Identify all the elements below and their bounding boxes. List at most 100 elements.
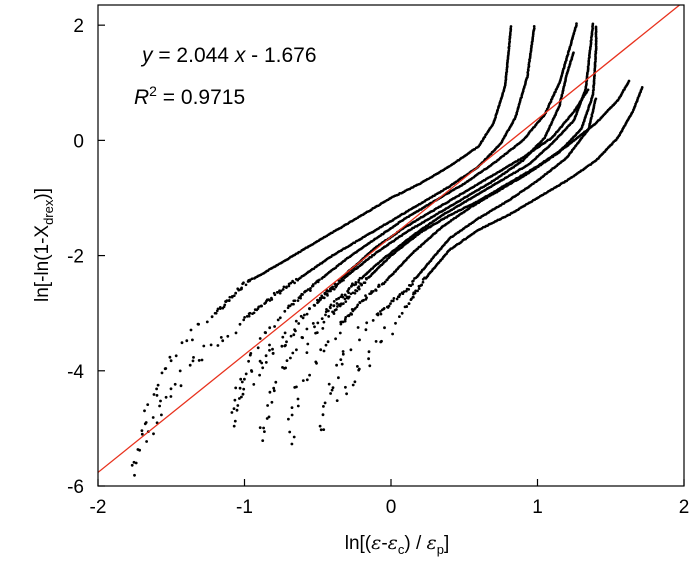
data-point xyxy=(420,283,423,287)
data-point xyxy=(238,397,241,400)
data-point xyxy=(344,300,348,303)
regression-equation: y = 2.044 x - 1.676 xyxy=(140,44,317,67)
data-point xyxy=(295,385,298,389)
data-point xyxy=(357,287,361,291)
data-point xyxy=(347,286,351,290)
data-point xyxy=(178,369,182,373)
data-point xyxy=(294,319,298,323)
data-point xyxy=(340,362,344,366)
data-point xyxy=(398,315,401,318)
data-point xyxy=(305,327,309,331)
data-point xyxy=(320,317,324,320)
data-point xyxy=(326,340,330,344)
data-point xyxy=(191,338,194,342)
data-point xyxy=(232,294,236,298)
data-point xyxy=(586,88,590,92)
data-point xyxy=(566,52,570,56)
data-point xyxy=(353,380,357,384)
data-point xyxy=(339,322,343,326)
data-point xyxy=(272,291,276,295)
data-point xyxy=(247,359,251,363)
data-point xyxy=(566,68,570,72)
y-tick-label: -2 xyxy=(67,247,84,268)
data-point xyxy=(261,439,265,442)
data-point xyxy=(179,384,183,388)
data-point xyxy=(575,22,578,25)
data-point xyxy=(209,343,213,347)
data-point xyxy=(263,430,266,433)
data-point xyxy=(321,413,325,417)
data-point xyxy=(332,311,335,314)
data-point xyxy=(151,416,155,419)
data-point xyxy=(340,293,344,297)
data-point xyxy=(335,363,338,367)
data-point xyxy=(280,344,284,348)
data-point xyxy=(250,277,254,281)
data-point xyxy=(306,288,310,291)
data-point xyxy=(335,298,338,301)
regression-line xyxy=(98,5,681,473)
data-point xyxy=(313,304,317,307)
x-tick-label: 1 xyxy=(532,497,543,518)
data-point xyxy=(264,361,268,364)
data-points xyxy=(130,22,644,477)
data-point xyxy=(331,285,335,289)
data-point xyxy=(309,289,312,292)
data-point xyxy=(134,461,138,465)
data-point xyxy=(244,372,248,376)
data-point xyxy=(357,368,361,372)
data-point xyxy=(239,377,243,381)
data-point xyxy=(258,373,261,377)
data-point xyxy=(227,299,231,302)
data-point xyxy=(288,304,292,308)
data-point xyxy=(382,307,386,310)
data-point xyxy=(301,293,304,296)
data-point xyxy=(324,310,328,314)
data-point xyxy=(297,322,301,325)
data-point xyxy=(233,398,237,402)
data-point xyxy=(364,294,367,297)
data-point xyxy=(509,27,513,30)
data-point xyxy=(130,463,134,467)
data-point xyxy=(264,354,268,358)
data-point xyxy=(380,339,383,343)
data-point xyxy=(260,361,264,365)
data-point xyxy=(383,326,386,330)
data-point xyxy=(337,296,341,300)
data-point xyxy=(299,296,302,300)
data-point xyxy=(319,298,322,301)
data-point xyxy=(594,97,598,101)
data-point xyxy=(323,401,327,405)
data-point xyxy=(285,340,288,344)
data-point xyxy=(526,67,530,71)
data-point xyxy=(335,399,339,402)
data-point xyxy=(363,281,367,285)
data-point xyxy=(163,367,167,371)
x-tick-label: 2 xyxy=(679,497,690,518)
data-point xyxy=(283,344,287,348)
data-point xyxy=(311,322,315,325)
data-point xyxy=(337,376,340,380)
data-point xyxy=(371,319,375,322)
data-point xyxy=(344,385,347,389)
data-point xyxy=(407,302,411,305)
data-point xyxy=(343,319,347,323)
data-point xyxy=(270,296,273,300)
data-point xyxy=(230,295,234,299)
data-point xyxy=(159,399,162,403)
data-point xyxy=(308,307,311,311)
data-point xyxy=(185,339,189,343)
data-point xyxy=(317,300,320,304)
data-point xyxy=(268,390,272,394)
data-point xyxy=(282,285,286,289)
data-point xyxy=(320,294,324,298)
data-point xyxy=(146,403,150,406)
data-point xyxy=(336,282,340,286)
data-point xyxy=(412,279,415,283)
data-point xyxy=(357,280,360,284)
data-point xyxy=(281,335,285,339)
data-point xyxy=(591,91,595,95)
data-point xyxy=(587,59,591,62)
data-point xyxy=(356,365,359,368)
data-point xyxy=(258,426,262,429)
